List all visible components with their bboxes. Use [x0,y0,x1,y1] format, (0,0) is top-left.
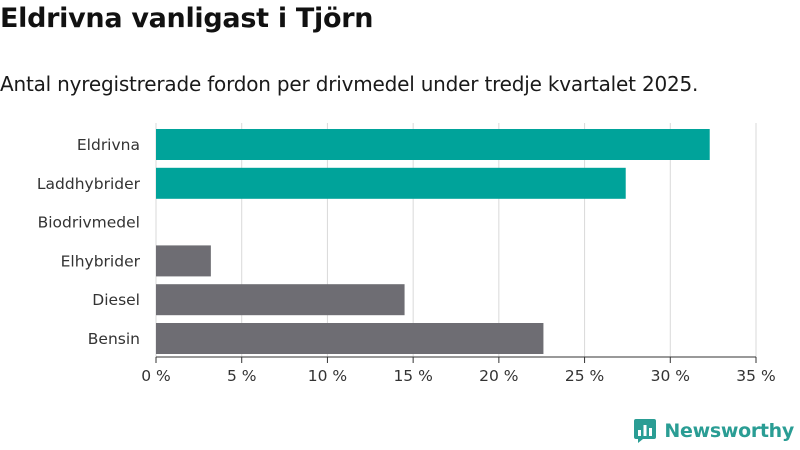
bars [156,129,710,354]
bar-chart: Eldrivna Laddhybrider Biodrivmedel Elhybrid… [37,123,776,385]
x-tick-label: 0 % [141,367,171,385]
category-labels: Eldrivna Laddhybrider Biodrivmedel Elhybrid… [37,136,141,348]
newsworthy-logo-icon [634,419,657,443]
x-tick-label: 20 % [479,367,518,385]
bar-eldrivna [156,129,710,160]
chart-title: Eldrivna vanligast i Tjörn [0,3,374,34]
category-label: Elhybrider [61,252,141,270]
bar-elhybrider [156,245,211,277]
x-axis-ticks: 0 % 5 % 10 % 15 % 20 % 25 % 30 % 35 % [141,356,776,385]
category-label: Laddhybrider [37,175,141,193]
brand-logo: Newsworthy [633,418,794,444]
x-tick-label: 10 % [308,367,347,385]
x-tick-label: 30 % [651,367,690,385]
category-label: Biodrivmedel [38,214,140,232]
x-tick-label: 15 % [393,367,432,385]
x-tick-label: 35 % [736,367,775,385]
x-tick-label: 5 % [227,367,257,385]
category-label: Diesel [92,291,140,309]
category-label: Eldrivna [77,136,140,154]
category-label: Bensin [88,330,140,348]
bar-laddhybrider [156,167,626,199]
bar-bensin [156,323,544,354]
brand-name: Newsworthy [664,420,794,442]
chart-subtitle: Antal nyregistrerade fordon per drivmede… [0,72,699,96]
grid-lines [155,123,757,357]
bar-diesel [156,284,405,316]
x-tick-label: 25 % [565,367,604,385]
